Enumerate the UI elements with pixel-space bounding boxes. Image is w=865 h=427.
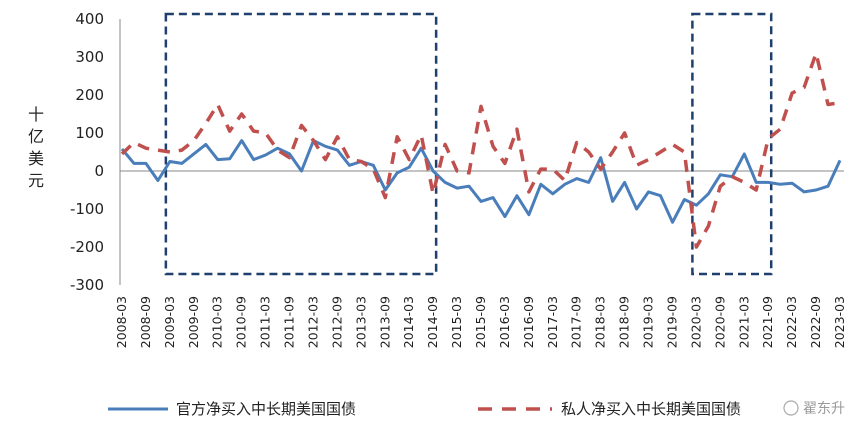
x-tick-label: 2015-03 — [449, 296, 464, 348]
x-tick-label: 2011-03 — [258, 296, 273, 348]
y-tick-label: 200 — [75, 86, 104, 104]
watermark: 翟东升 — [783, 400, 845, 417]
y-tick-label: 0 — [94, 162, 104, 180]
y-tick-label: -100 — [70, 200, 104, 218]
y-tick-label: 400 — [75, 10, 104, 28]
x-tick-label: 2022-09 — [808, 296, 823, 348]
x-tick-label: 2008-03 — [114, 296, 129, 348]
y-axis-label-char: 元 — [28, 171, 44, 190]
x-tick-label: 2018-03 — [593, 296, 608, 348]
y-tick-label: 300 — [75, 48, 104, 66]
watermark-text: 翟东升 — [803, 401, 845, 417]
x-tick-label: 2012-03 — [305, 296, 320, 348]
x-tick-label: 2017-03 — [545, 296, 560, 348]
x-tick-label: 2021-09 — [760, 296, 775, 348]
x-tick-label: 2019-03 — [641, 296, 656, 348]
x-tick-label: 2010-03 — [210, 296, 225, 348]
x-tick-label: 2016-03 — [497, 296, 512, 348]
y-axis-label-char: 亿 — [28, 127, 44, 146]
highlight-box-2020-2021 — [691, 12, 773, 276]
axes — [119, 19, 844, 285]
x-tick-label: 2020-09 — [712, 296, 727, 348]
x-tick-label: 2012-09 — [329, 296, 344, 348]
x-tick-label: 2010-09 — [234, 296, 249, 348]
y-tick-label: 100 — [75, 124, 104, 142]
series-line-private — [120, 51, 841, 249]
x-tick-label: 2014-09 — [425, 296, 440, 348]
y-axis-ticks: 400 300 200 100 0 -100 -200 -300 — [70, 10, 104, 294]
x-tick-label: 2014-03 — [401, 296, 416, 348]
x-tick-label: 2017-09 — [569, 296, 584, 348]
x-tick-label: 2020-03 — [688, 296, 703, 348]
weibo-icon — [783, 400, 799, 416]
y-axis-label-char: 十 — [28, 105, 44, 124]
highlight-box-2009-2014 — [164, 12, 438, 276]
x-tick-label: 2011-09 — [282, 296, 297, 348]
y-axis-label-char: 美 — [28, 149, 44, 168]
x-tick-label: 2015-09 — [473, 296, 488, 348]
x-tick-label: 2021-03 — [736, 296, 751, 348]
x-tick-label: 2022-03 — [784, 296, 799, 348]
x-tick-label: 2016-09 — [521, 296, 536, 348]
highlight-boxes — [164, 12, 773, 276]
x-tick-label: 2009-03 — [162, 296, 177, 348]
x-tick-label: 2019-09 — [664, 296, 679, 348]
x-tick-label: 2013-03 — [353, 296, 368, 348]
legend-label-official: 官方净买入中长期美国国债 — [176, 400, 356, 418]
y-tick-label: -200 — [70, 238, 104, 256]
series-line-official — [120, 139, 842, 224]
x-tick-label: 2018-09 — [617, 296, 632, 348]
x-axis-ticks: 2008-03 2008-09 2009-03 2009-09 2010-03 2010-… — [114, 296, 847, 348]
x-tick-label: 2013-09 — [377, 296, 392, 348]
x-tick-label: 2009-09 — [186, 296, 201, 348]
series-lines — [120, 51, 842, 249]
legend: 官方净买入中长期美国国债 私人净买入中长期美国国债 — [108, 400, 741, 418]
legend-label-private: 私人净买入中长期美国国债 — [561, 400, 741, 418]
y-tick-label: -300 — [70, 276, 104, 294]
x-tick-label: 2023-03 — [832, 296, 847, 348]
x-tick-label: 2008-09 — [138, 296, 153, 348]
